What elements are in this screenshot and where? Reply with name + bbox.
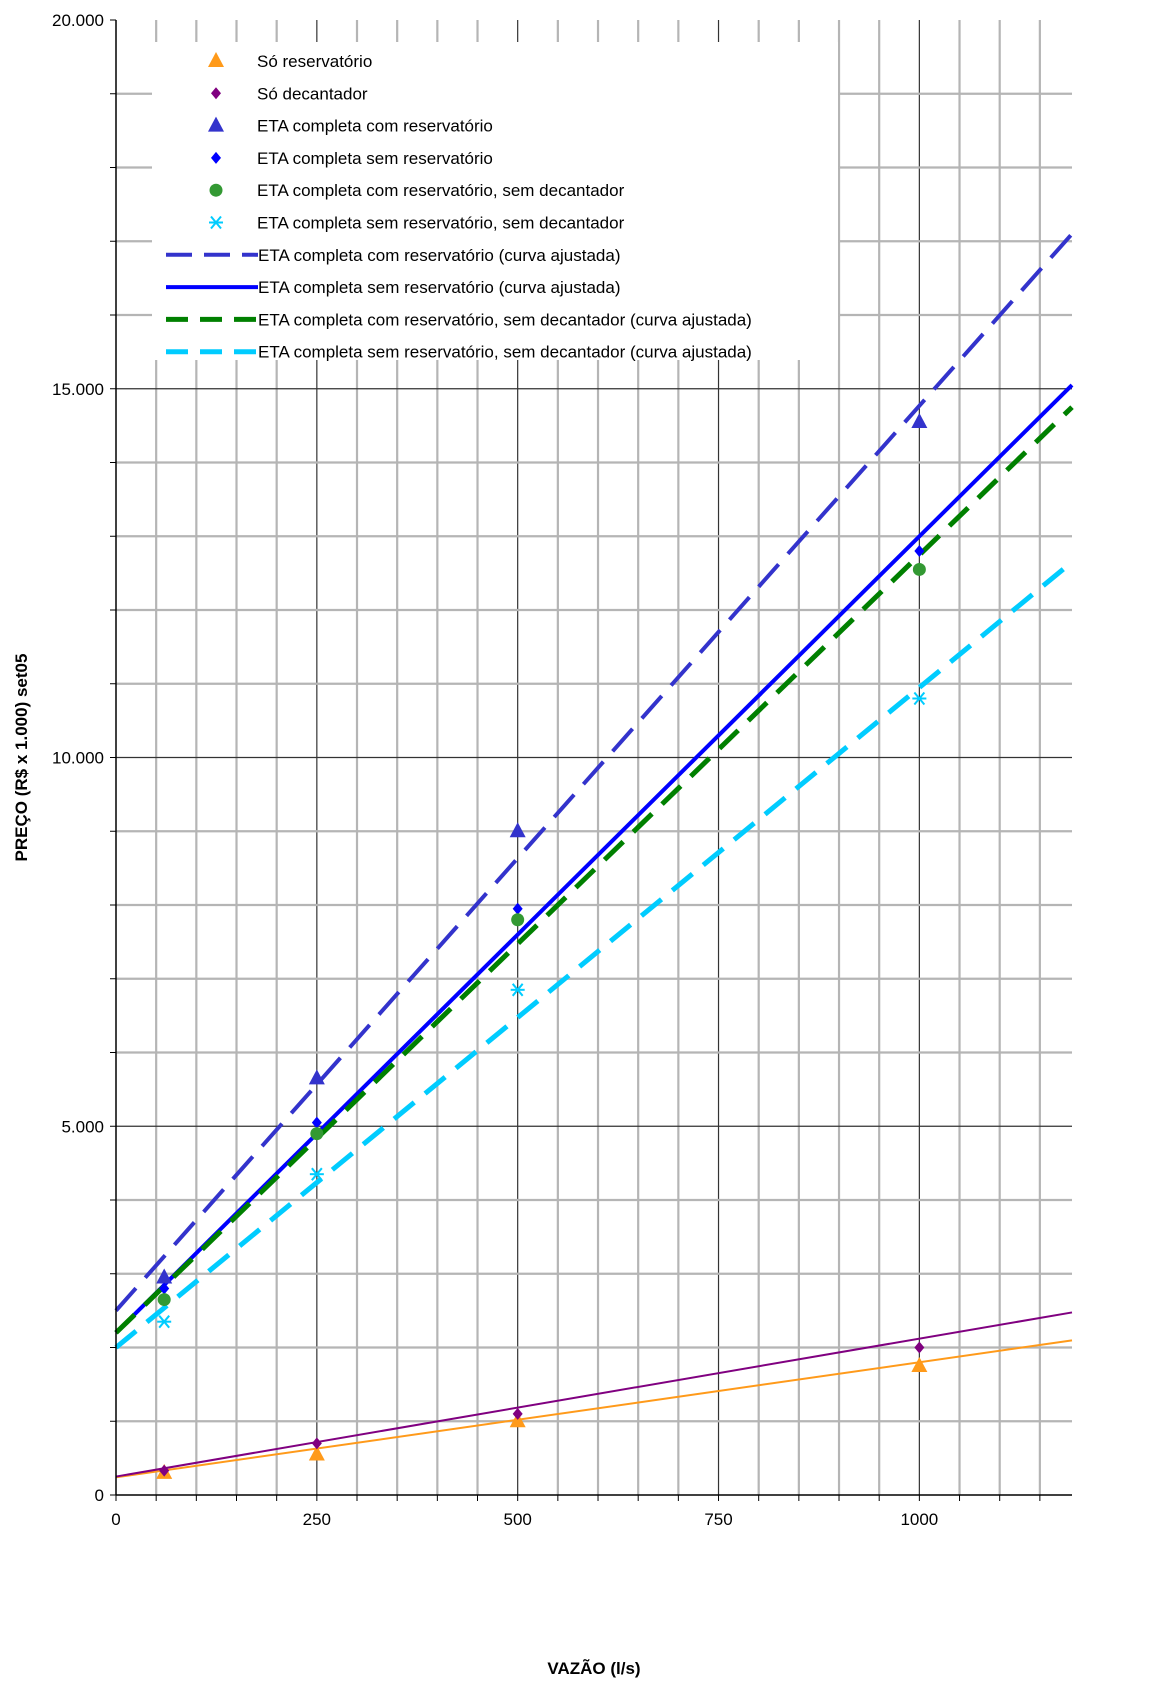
asterisk-stroke — [913, 691, 926, 706]
y-tick-label: 0 — [95, 1486, 104, 1505]
legend-label-2: ETA completa com reservatório — [257, 117, 493, 136]
legend-background — [152, 42, 838, 360]
x-tick-label: 500 — [503, 1510, 531, 1529]
trend-line-1 — [115, 1311, 1073, 1478]
legend-label-1: Só decantador — [257, 84, 368, 103]
data-point-3-3 — [914, 545, 925, 557]
points-layer — [156, 412, 928, 1479]
legend-marker-2 — [208, 116, 224, 132]
legend-marker-5 — [209, 215, 223, 230]
legend-label-4: ETA completa com reservatório, sem decan… — [257, 181, 625, 200]
data-point-4-1 — [310, 1127, 324, 1141]
data-point-3-1 — [311, 1116, 322, 1129]
legend-label-8: ETA completa com reservatório, sem decan… — [258, 310, 752, 329]
x-tick-label: 0 — [111, 1510, 120, 1529]
axes-layer — [110, 19, 1072, 1501]
data-point-3-0 — [159, 1282, 170, 1295]
legend-label-9: ETA completa sem reservatório, sem decan… — [258, 343, 752, 362]
data-point-1-2 — [512, 1407, 523, 1420]
data-point-2-0 — [156, 1268, 173, 1284]
x-tick-label: 250 — [303, 1510, 331, 1529]
y-tick-label: 20.000 — [52, 11, 104, 30]
data-point-5-0 — [157, 1315, 172, 1329]
legend-label-6: ETA completa com reservatório (curva aju… — [258, 246, 621, 265]
data-point-0-3 — [911, 1356, 928, 1372]
data-point-4-3 — [912, 562, 926, 576]
y-tick-label: 10.000 — [52, 749, 104, 768]
legend-label-0: Só reservatório — [257, 52, 372, 71]
legend-marker-0 — [208, 52, 224, 67]
legend-label-5: ETA completa sem reservatório, sem decan… — [257, 214, 625, 233]
legend-label-7: ETA completa sem reservatório (curva aju… — [258, 278, 621, 297]
data-point-0-1 — [308, 1445, 325, 1461]
y-axis-title: PREÇO (R$ x 1.000) set05 — [12, 654, 31, 862]
data-point-1-0 — [159, 1464, 170, 1477]
series-line-6 — [114, 232, 1074, 1312]
data-point-2-1 — [308, 1069, 325, 1085]
tick-labels-layer: 0 250 500 750 1000 0 5.000 10.000 15.000 20.000 — [52, 11, 938, 1529]
legend-marker-3 — [211, 151, 221, 164]
data-point-2-3 — [911, 412, 928, 428]
legend-marker-1 — [211, 87, 221, 100]
data-point-3-2 — [512, 902, 523, 915]
y-tick-label: 15.000 — [52, 380, 104, 399]
x-tick-label: 750 — [704, 1510, 732, 1529]
x-tick-label: 1000 — [900, 1510, 938, 1529]
asterisk-stroke — [210, 215, 222, 230]
legend-marker-4 — [209, 183, 223, 197]
series-line-8 — [114, 405, 1074, 1335]
fit-lines-layer — [115, 1311, 1073, 1479]
asterisk-stroke — [158, 1315, 170, 1329]
data-point-1-3 — [914, 1341, 925, 1354]
series-line-7 — [114, 383, 1074, 1335]
x-axis-title: VAZÃO (l/s) — [547, 1658, 640, 1678]
data-point-4-2 — [511, 913, 525, 927]
data-point-5-2 — [510, 983, 525, 997]
data-point-1-1 — [311, 1437, 322, 1450]
data-point-2-2 — [509, 822, 526, 838]
legend-label-3: ETA completa sem reservatório — [257, 149, 493, 168]
y-tick-label: 5.000 — [61, 1117, 104, 1136]
legend: Só reservatório Só decantador ETA completa… — [152, 42, 838, 362]
asterisk-stroke — [511, 983, 524, 997]
data-point-5-1 — [309, 1167, 324, 1181]
adjusted-curves-layer — [114, 232, 1074, 1350]
data-point-5-3 — [912, 691, 927, 706]
data-point-4-0 — [157, 1293, 171, 1307]
series-line-9 — [114, 560, 1074, 1350]
asterisk-stroke — [311, 1167, 323, 1181]
trend-line-0 — [115, 1339, 1073, 1479]
